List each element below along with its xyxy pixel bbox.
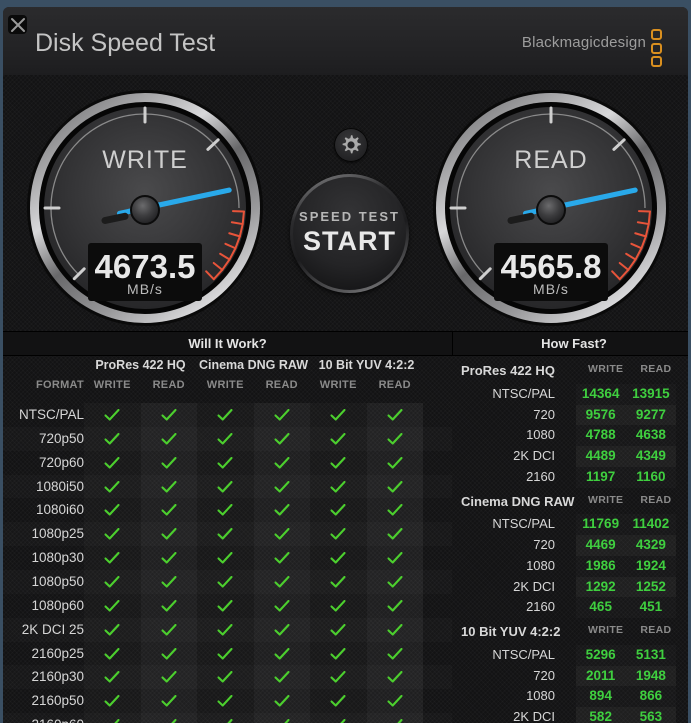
svg-text:READ: READ	[514, 146, 587, 174]
svg-text:WRITE: WRITE	[102, 146, 188, 174]
svg-text:MB/s: MB/s	[533, 281, 569, 297]
svg-text:4673.5: 4673.5	[95, 248, 196, 285]
svg-text:MB/s: MB/s	[127, 281, 163, 297]
svg-text:4565.8: 4565.8	[501, 248, 602, 285]
